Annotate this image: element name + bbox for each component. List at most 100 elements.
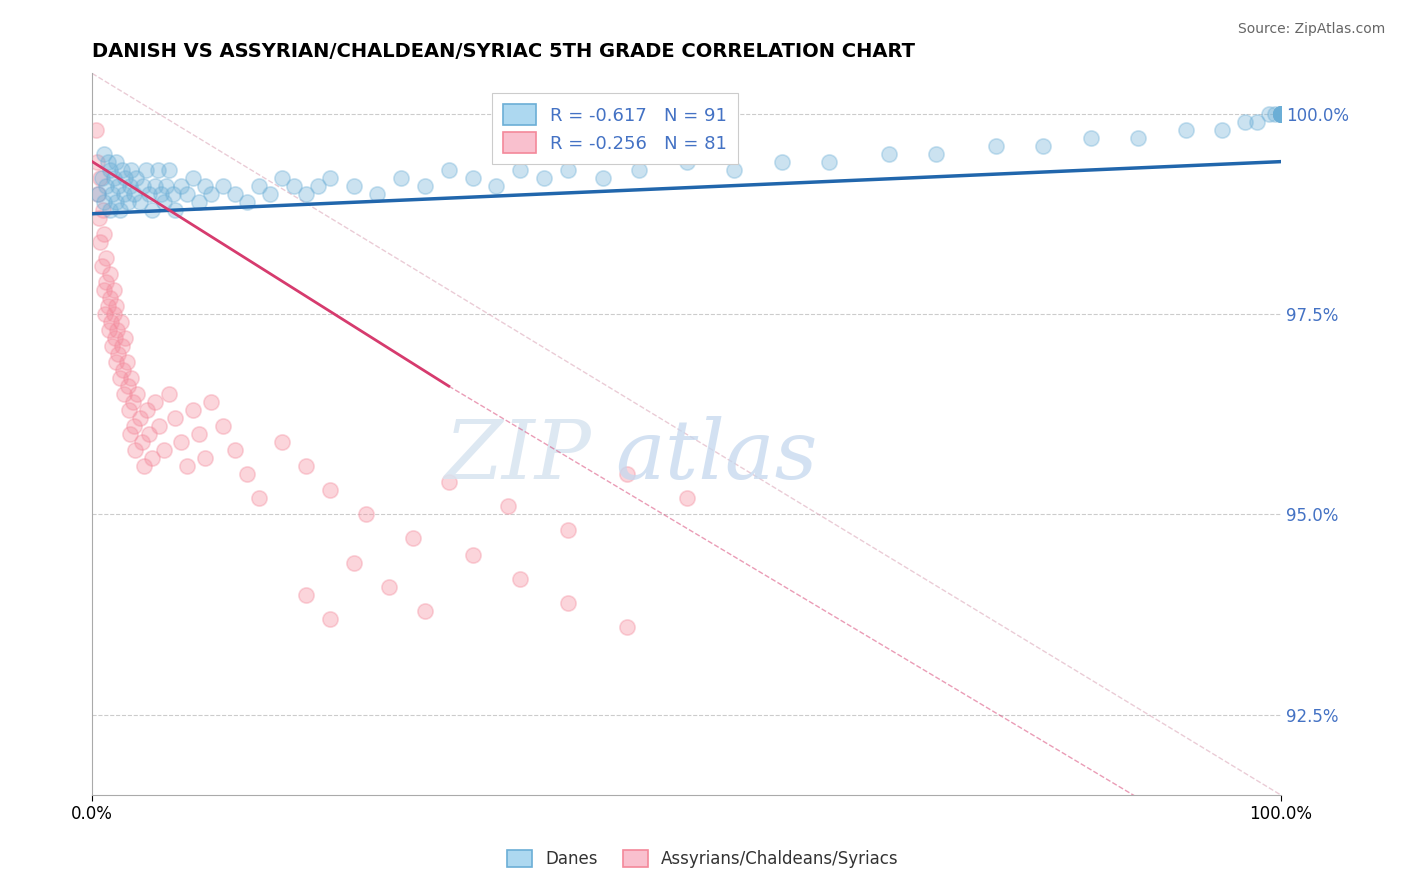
Point xyxy=(104,154,127,169)
Point xyxy=(162,186,184,201)
Point xyxy=(295,459,318,474)
Point xyxy=(105,323,128,337)
Point xyxy=(108,371,131,385)
Point xyxy=(107,347,129,361)
Point xyxy=(413,604,436,618)
Point xyxy=(224,186,246,201)
Point xyxy=(319,612,342,626)
Point xyxy=(1080,130,1102,145)
Point xyxy=(97,299,120,313)
Point xyxy=(93,194,115,209)
Point xyxy=(307,178,329,193)
Point xyxy=(509,572,531,586)
Point xyxy=(104,299,127,313)
Point xyxy=(117,194,139,209)
Point xyxy=(194,451,217,466)
Point xyxy=(1270,106,1292,120)
Point xyxy=(413,178,436,193)
Legend: Danes, Assyrians/Chaldeans/Syriacs: Danes, Assyrians/Chaldeans/Syriacs xyxy=(501,843,905,875)
Point xyxy=(1128,130,1150,145)
Point xyxy=(319,483,342,498)
Point xyxy=(89,235,111,249)
Point xyxy=(485,178,508,193)
Point xyxy=(96,251,118,265)
Point xyxy=(98,162,121,177)
Point xyxy=(188,194,211,209)
Point xyxy=(1270,106,1292,120)
Point xyxy=(533,170,555,185)
Point xyxy=(118,403,141,417)
Point xyxy=(114,331,136,345)
Point xyxy=(90,170,112,185)
Point xyxy=(925,146,948,161)
Point xyxy=(1270,106,1292,120)
Point xyxy=(165,411,187,425)
Point xyxy=(103,170,125,185)
Point xyxy=(97,323,120,337)
Point xyxy=(148,419,170,434)
Point xyxy=(1270,106,1292,120)
Point xyxy=(97,154,120,169)
Point xyxy=(104,355,127,369)
Point xyxy=(128,194,150,209)
Point xyxy=(1264,106,1286,120)
Point xyxy=(557,596,579,610)
Point xyxy=(131,435,153,450)
Point xyxy=(496,500,519,514)
Point xyxy=(402,532,425,546)
Point xyxy=(259,186,281,201)
Point xyxy=(103,283,125,297)
Point xyxy=(818,154,841,169)
Point xyxy=(319,170,342,185)
Point xyxy=(124,443,146,458)
Point xyxy=(616,620,638,634)
Point xyxy=(87,186,110,201)
Point xyxy=(86,154,108,169)
Point xyxy=(295,588,318,602)
Point xyxy=(98,291,121,305)
Point xyxy=(557,524,579,538)
Point xyxy=(1211,122,1233,136)
Point xyxy=(1270,106,1292,120)
Point xyxy=(1174,122,1197,136)
Point xyxy=(96,178,118,193)
Point xyxy=(135,162,157,177)
Point xyxy=(461,548,484,562)
Point xyxy=(103,307,125,321)
Point xyxy=(224,443,246,458)
Point xyxy=(128,411,150,425)
Point xyxy=(111,339,134,353)
Point xyxy=(176,186,198,201)
Point xyxy=(366,186,388,201)
Text: atlas: atlas xyxy=(616,416,818,496)
Point xyxy=(200,186,222,201)
Point xyxy=(247,491,270,506)
Point xyxy=(627,162,650,177)
Point xyxy=(1246,114,1268,128)
Point xyxy=(150,186,173,201)
Point xyxy=(98,267,121,281)
Point xyxy=(1270,106,1292,120)
Legend: R = -0.617   N = 91, R = -0.256   N = 81: R = -0.617 N = 91, R = -0.256 N = 81 xyxy=(492,94,738,164)
Point xyxy=(141,451,163,466)
Point xyxy=(87,186,110,201)
Point xyxy=(117,379,139,393)
Point xyxy=(159,387,181,401)
Point xyxy=(283,178,305,193)
Point xyxy=(121,395,143,409)
Point xyxy=(91,202,114,217)
Point xyxy=(181,170,204,185)
Point xyxy=(389,170,412,185)
Point xyxy=(295,186,318,201)
Point xyxy=(877,146,900,161)
Text: DANISH VS ASSYRIAN/CHALDEAN/SYRIAC 5TH GRADE CORRELATION CHART: DANISH VS ASSYRIAN/CHALDEAN/SYRIAC 5TH G… xyxy=(93,42,915,61)
Point xyxy=(143,395,166,409)
Point xyxy=(127,387,149,401)
Point xyxy=(194,178,217,193)
Point xyxy=(112,363,135,377)
Point xyxy=(143,178,166,193)
Point xyxy=(125,170,148,185)
Point xyxy=(101,186,124,201)
Point xyxy=(1258,106,1281,120)
Point xyxy=(343,178,366,193)
